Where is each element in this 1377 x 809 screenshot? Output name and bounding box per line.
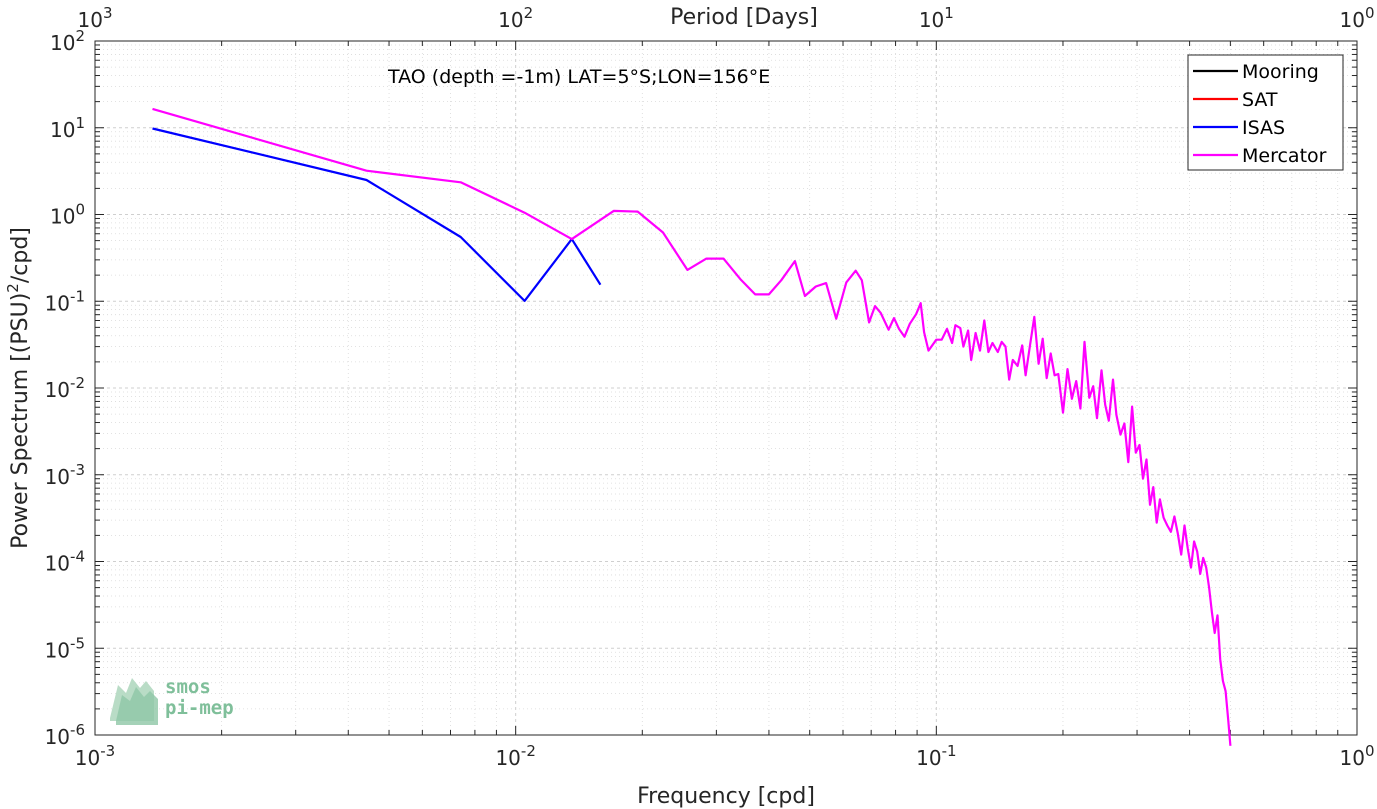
- logo-text-pi-mep: pi-mep: [165, 697, 234, 719]
- y-tick-label: 10-3: [45, 461, 85, 489]
- legend-label-mooring: Mooring: [1242, 61, 1319, 83]
- top-tick-label: 101: [919, 4, 954, 32]
- top-axis-title: Period [Days]: [670, 5, 818, 30]
- y-tick-label: 10-1: [45, 287, 85, 315]
- y-tick-label: 100: [50, 201, 85, 229]
- legend: Mooring SAT ISAS Mercator: [1187, 54, 1344, 171]
- series-layer: [152, 107, 1232, 746]
- logo-mark-layer: [116, 687, 158, 725]
- logo-text-smos: smos: [165, 676, 211, 698]
- top-tick-label: 103: [78, 4, 113, 32]
- series-line-mercator: [152, 107, 1232, 746]
- x-tick-label: 100: [1340, 742, 1375, 770]
- y-tick-label: 10-2: [45, 374, 85, 402]
- top-tick-label: 100: [1340, 4, 1375, 32]
- y-tick-label: 10-4: [45, 548, 85, 576]
- x-tick-label: 10-2: [495, 742, 535, 770]
- y-tick-label: 10-6: [45, 721, 85, 749]
- legend-label-sat: SAT: [1242, 89, 1278, 111]
- tick-marks: [94, 40, 1358, 736]
- legend-box: [1187, 54, 1344, 171]
- x-tick-label: 10-3: [75, 742, 115, 770]
- y-tick-label: 102: [50, 27, 85, 55]
- y-axis-title: Power Spectrum [(PSU)2/cpd]: [4, 227, 33, 549]
- y-tick-label: 101: [50, 114, 85, 142]
- series-line-isas: [152, 127, 602, 302]
- legend-label-mercator: Mercator: [1242, 145, 1327, 167]
- y-tick-label: 10-5: [45, 634, 85, 662]
- x-axis-title: Frequency [cpd]: [637, 784, 815, 809]
- top-tick-label: 102: [498, 4, 533, 32]
- chart-annotation: TAO (depth =-1m) LAT=5°S;LON=156°E: [387, 66, 770, 88]
- x-tick-label: 10-1: [916, 742, 956, 770]
- smos-pi-mep-logo: smos pi-mep: [110, 676, 234, 725]
- legend-label-isas: ISAS: [1242, 117, 1285, 139]
